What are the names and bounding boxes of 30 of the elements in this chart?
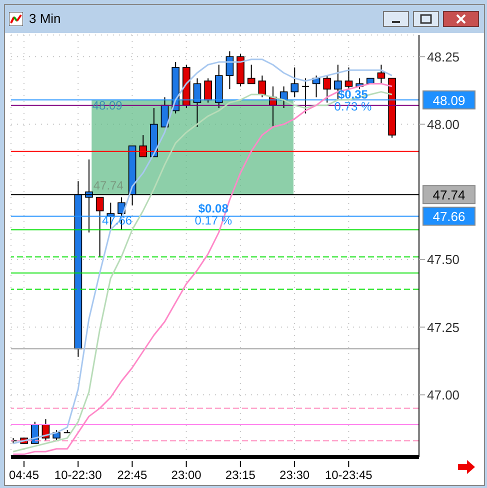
x-tick-label: 10-22:30	[54, 468, 102, 482]
candlestick	[258, 75, 266, 98]
x-tick-label: 23:15	[225, 468, 256, 482]
y-tick-label: 48.00	[427, 116, 460, 132]
x-tick-label: 23:00	[171, 468, 202, 482]
candlestick	[247, 64, 256, 84]
candlestick	[226, 50, 234, 90]
candlestick	[301, 78, 310, 114]
candlestick	[290, 66, 299, 98]
y-tick-label: 47.25	[427, 320, 460, 335]
y-tick-label: 47.00	[427, 387, 460, 402]
candlestick	[377, 64, 386, 84]
x-tick-label: 23:30	[280, 468, 310, 482]
candlestick	[193, 78, 202, 128]
candlestick	[139, 134, 148, 158]
x-tick-label: 22:45	[117, 468, 148, 482]
x-tick-label: 10-23:45	[324, 468, 373, 482]
ref-line-label: 47.74	[432, 188, 466, 203]
y-tick-label: 47.50	[427, 252, 460, 268]
chart-title: 3 Min	[29, 11, 61, 26]
candlestick	[323, 75, 331, 104]
annotation: 0.17 %	[194, 213, 232, 228]
candlestick	[204, 78, 212, 104]
annotation: $0.08	[198, 201, 229, 216]
candlestick	[344, 66, 353, 90]
y-tick-label: 48.25	[427, 49, 460, 64]
ref-line-label: 47.66	[432, 209, 466, 224]
x-tick-label: 04:45	[8, 468, 40, 482]
candlestick	[96, 196, 104, 258]
ref-line-label: 48.09	[432, 92, 466, 108]
